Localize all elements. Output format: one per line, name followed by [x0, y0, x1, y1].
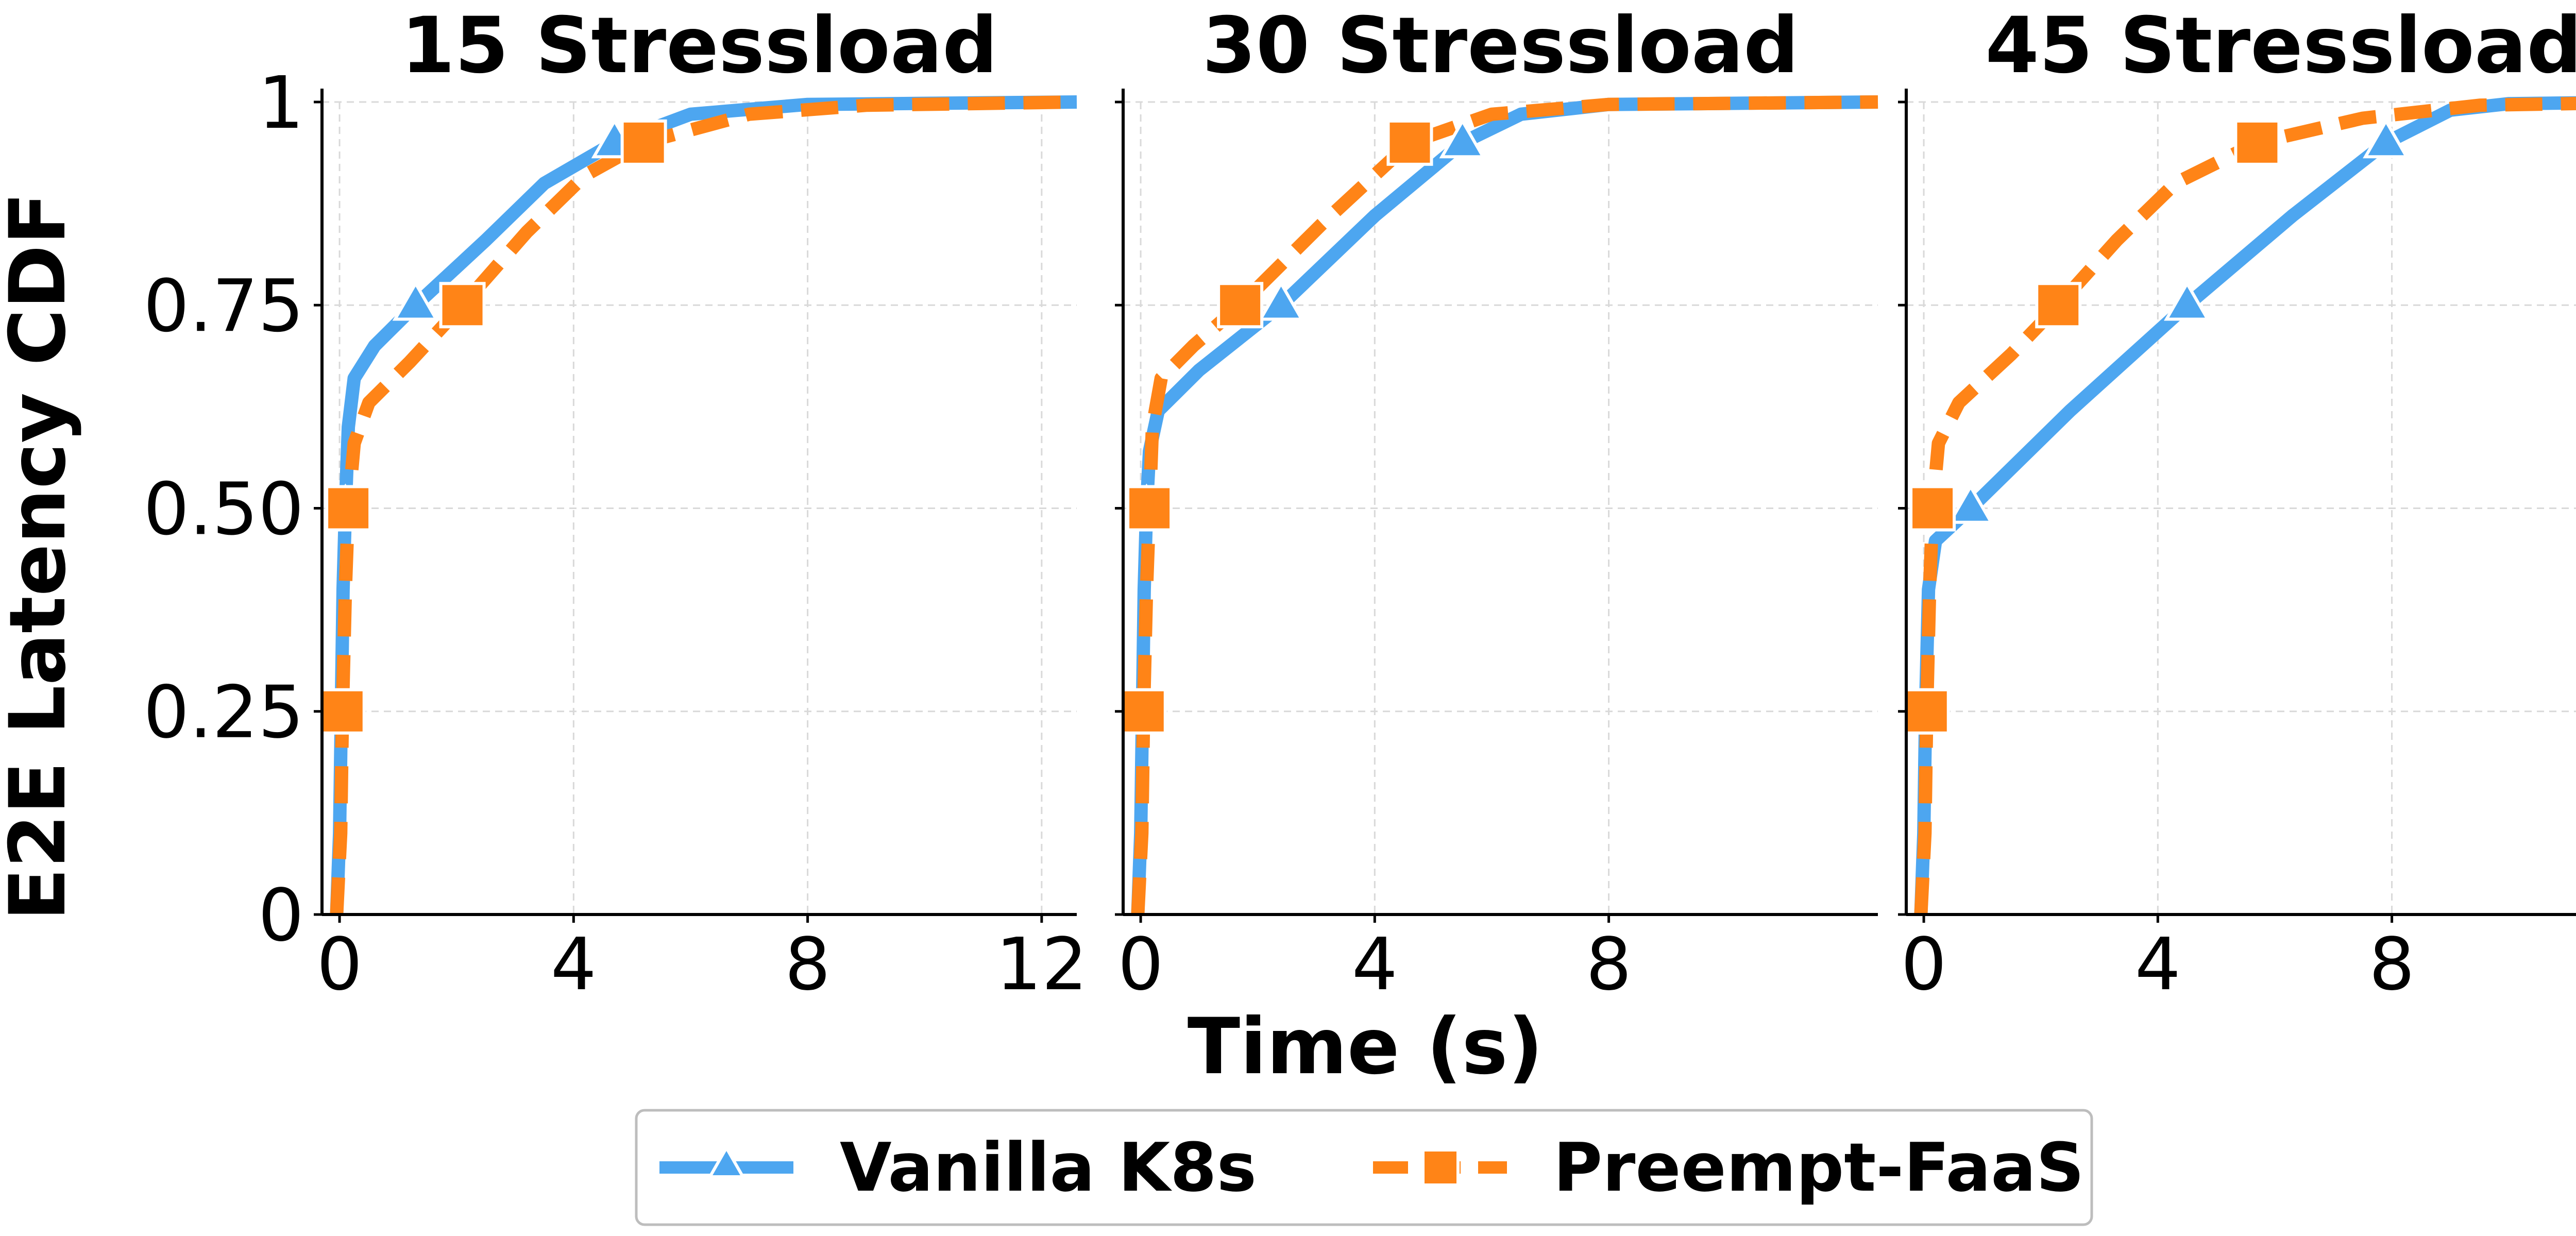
panel-title: 15 Stressload	[401, 1, 997, 91]
chart-panel-2: 0 4 8 30 Stressload	[1115, 1, 1878, 1007]
y-tick-label: 1	[258, 61, 304, 145]
x-tick-label: 0	[317, 923, 363, 1007]
chart-panel-1: 0 0.25 0.50 0.75 1 0 4 8 12 15 Stressload	[143, 1, 1088, 1007]
square-marker	[319, 688, 366, 735]
square-marker	[2035, 282, 2082, 329]
x-tick-label: 0	[1118, 923, 1164, 1007]
x-axis-title: Time (s)	[1188, 1002, 1543, 1092]
triangle-marker-icon	[707, 1144, 746, 1178]
x-tick-label: 4	[551, 923, 597, 1007]
y-axis-title: E2E Latency CDF	[0, 192, 83, 921]
legend-label-preempt: Preempt-FaaS	[1553, 1128, 2084, 1207]
triangle-marker	[1947, 483, 1994, 524]
legend-label-vanilla: Vanilla K8s	[840, 1128, 1257, 1207]
square-marker	[1909, 485, 1956, 532]
series-line-preempt	[330, 95, 1077, 915]
square-marker	[620, 119, 667, 166]
x-tick-label: 8	[1586, 923, 1632, 1007]
triangle-marker	[392, 280, 439, 321]
series-line-preempt	[1914, 96, 2576, 915]
square-marker	[2234, 119, 2281, 166]
y-tick-label: 0.75	[143, 264, 304, 348]
square-marker	[1386, 119, 1433, 166]
triangle-marker	[2164, 280, 2211, 321]
square-marker	[1126, 485, 1173, 532]
legend-entry-preempt: Preempt-FaaS	[1373, 1128, 2084, 1207]
triangle-marker	[1439, 117, 1486, 159]
y-tick-label: 0	[258, 874, 304, 958]
chart-panels: 0 0.25 0.50 0.75 1 0 4 8 12 15 Stressload 0 4 8 30 St…	[143, 1, 2576, 1007]
y-tick-label: 0.50	[143, 468, 304, 552]
legend: Vanilla K8s Preempt-FaaS	[635, 1109, 2093, 1226]
panel-title: 45 Stressload	[1985, 1, 2576, 91]
x-tick-label: 8	[2369, 923, 2415, 1007]
x-tick-label: 0	[1901, 923, 1947, 1007]
chart-panel-3: 0481245 Stressload	[1898, 1, 2576, 1007]
x-tick-label: 8	[785, 923, 831, 1007]
square-marker	[325, 485, 372, 532]
legend-entry-vanilla: Vanilla K8s	[659, 1128, 1257, 1207]
x-tick-label: 12	[996, 923, 1088, 1007]
x-tick-label: 4	[2135, 923, 2181, 1007]
legend-frame	[635, 1109, 2093, 1226]
triangle-marker	[1258, 280, 1304, 321]
square-marker	[439, 282, 486, 329]
x-tick-label: 4	[1352, 923, 1398, 1007]
square-marker	[1120, 688, 1167, 735]
square-marker-icon	[1421, 1148, 1460, 1187]
triangle-marker	[2363, 117, 2410, 159]
square-marker	[1903, 688, 1950, 735]
y-tick-label: 0.25	[143, 671, 304, 755]
square-marker	[1217, 282, 1264, 329]
panel-title: 30 Stressload	[1202, 1, 1799, 91]
